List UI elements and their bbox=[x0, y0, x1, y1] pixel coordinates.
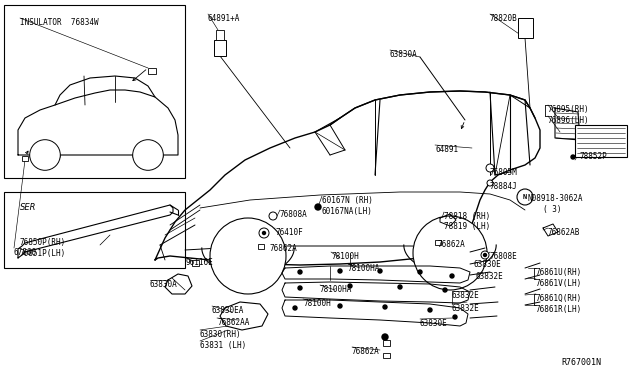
Bar bbox=[435, 240, 441, 245]
Circle shape bbox=[486, 164, 494, 172]
Circle shape bbox=[262, 231, 266, 234]
Circle shape bbox=[269, 212, 277, 220]
Circle shape bbox=[398, 285, 402, 289]
Circle shape bbox=[483, 253, 486, 257]
Bar bbox=[4, 5, 185, 178]
Text: 76861Q(RH): 76861Q(RH) bbox=[536, 294, 582, 303]
Text: N: N bbox=[523, 194, 527, 200]
Text: 76862A: 76862A bbox=[270, 244, 298, 253]
Text: 60167N (RH): 60167N (RH) bbox=[322, 196, 373, 205]
Circle shape bbox=[450, 274, 454, 278]
Text: 78852P: 78852P bbox=[580, 152, 608, 161]
Circle shape bbox=[298, 270, 302, 274]
Bar bbox=[148, 68, 156, 74]
Text: 64891: 64891 bbox=[435, 145, 458, 154]
Text: 63832E: 63832E bbox=[452, 291, 480, 300]
Text: 63832E: 63832E bbox=[452, 304, 480, 313]
Bar bbox=[258, 244, 264, 249]
Bar bbox=[518, 18, 533, 38]
Text: 63830A: 63830A bbox=[150, 280, 178, 289]
Circle shape bbox=[413, 216, 487, 290]
Text: 63831 (LH): 63831 (LH) bbox=[200, 341, 246, 350]
Text: 64891+A: 64891+A bbox=[208, 14, 241, 23]
Text: 78818 (RH): 78818 (RH) bbox=[444, 212, 490, 221]
Text: 78100HA: 78100HA bbox=[348, 264, 380, 273]
Text: 78100H: 78100H bbox=[303, 299, 331, 308]
Circle shape bbox=[481, 251, 489, 259]
Text: 76851P(LH): 76851P(LH) bbox=[20, 249, 67, 258]
Circle shape bbox=[382, 334, 388, 340]
Text: 78819 (LH): 78819 (LH) bbox=[444, 222, 490, 231]
Circle shape bbox=[338, 304, 342, 308]
Bar bbox=[22, 156, 28, 161]
Bar bbox=[214, 40, 226, 56]
Text: 76862A: 76862A bbox=[352, 347, 380, 356]
Circle shape bbox=[259, 228, 269, 238]
Text: 78820B: 78820B bbox=[490, 14, 518, 23]
Text: 76805M: 76805M bbox=[490, 168, 518, 177]
Text: 76808A: 76808A bbox=[280, 210, 308, 219]
Circle shape bbox=[132, 140, 163, 170]
Circle shape bbox=[453, 315, 457, 319]
Text: SER: SER bbox=[20, 203, 36, 212]
Text: 60167NA(LH): 60167NA(LH) bbox=[322, 207, 373, 216]
Circle shape bbox=[29, 140, 60, 170]
Text: 78884J: 78884J bbox=[490, 182, 518, 191]
Text: 63830EA: 63830EA bbox=[212, 306, 244, 315]
Text: R767001N: R767001N bbox=[561, 358, 601, 367]
Circle shape bbox=[338, 269, 342, 273]
Text: 76808E: 76808E bbox=[490, 252, 518, 261]
Text: 76862AA: 76862AA bbox=[217, 318, 250, 327]
Circle shape bbox=[298, 286, 302, 290]
Circle shape bbox=[383, 305, 387, 309]
Text: 76861U(RH): 76861U(RH) bbox=[536, 268, 582, 277]
Circle shape bbox=[210, 218, 286, 294]
Circle shape bbox=[487, 180, 493, 186]
Text: 76862A: 76862A bbox=[437, 240, 465, 249]
Bar bbox=[575, 125, 627, 157]
Text: 76861R(LH): 76861R(LH) bbox=[536, 305, 582, 314]
Text: 63830E: 63830E bbox=[473, 260, 500, 269]
Text: ( 3): ( 3) bbox=[543, 205, 561, 214]
Text: 76850P(RH): 76850P(RH) bbox=[20, 238, 67, 247]
Circle shape bbox=[571, 155, 575, 159]
Text: 76862AB: 76862AB bbox=[548, 228, 580, 237]
Circle shape bbox=[443, 288, 447, 292]
Text: 76410F: 76410F bbox=[275, 228, 303, 237]
Bar bbox=[4, 192, 185, 268]
Bar bbox=[216, 30, 224, 40]
Text: 63832E: 63832E bbox=[476, 272, 504, 281]
Text: 76861V(LH): 76861V(LH) bbox=[536, 279, 582, 288]
Text: INSULATOR  76834W: INSULATOR 76834W bbox=[20, 18, 99, 27]
Text: 96116E: 96116E bbox=[186, 258, 214, 267]
Circle shape bbox=[378, 269, 382, 273]
Text: N08918-3062A: N08918-3062A bbox=[527, 194, 582, 203]
Text: 78100HA: 78100HA bbox=[320, 285, 353, 294]
Text: 63830E: 63830E bbox=[420, 319, 448, 328]
Circle shape bbox=[428, 308, 432, 312]
Text: 78100H: 78100H bbox=[331, 252, 359, 261]
Text: 67860: 67860 bbox=[14, 248, 37, 257]
Text: 63830A: 63830A bbox=[390, 50, 418, 59]
Circle shape bbox=[517, 189, 533, 205]
Bar bbox=[383, 353, 390, 358]
Circle shape bbox=[418, 270, 422, 274]
Circle shape bbox=[293, 306, 297, 310]
Text: 76896(LH): 76896(LH) bbox=[548, 116, 589, 125]
Text: 76895(RH): 76895(RH) bbox=[548, 105, 589, 114]
Text: 63830(RH): 63830(RH) bbox=[200, 330, 242, 339]
Bar bbox=[192, 260, 199, 266]
Bar bbox=[383, 340, 390, 346]
Circle shape bbox=[315, 204, 321, 210]
Circle shape bbox=[348, 284, 352, 288]
